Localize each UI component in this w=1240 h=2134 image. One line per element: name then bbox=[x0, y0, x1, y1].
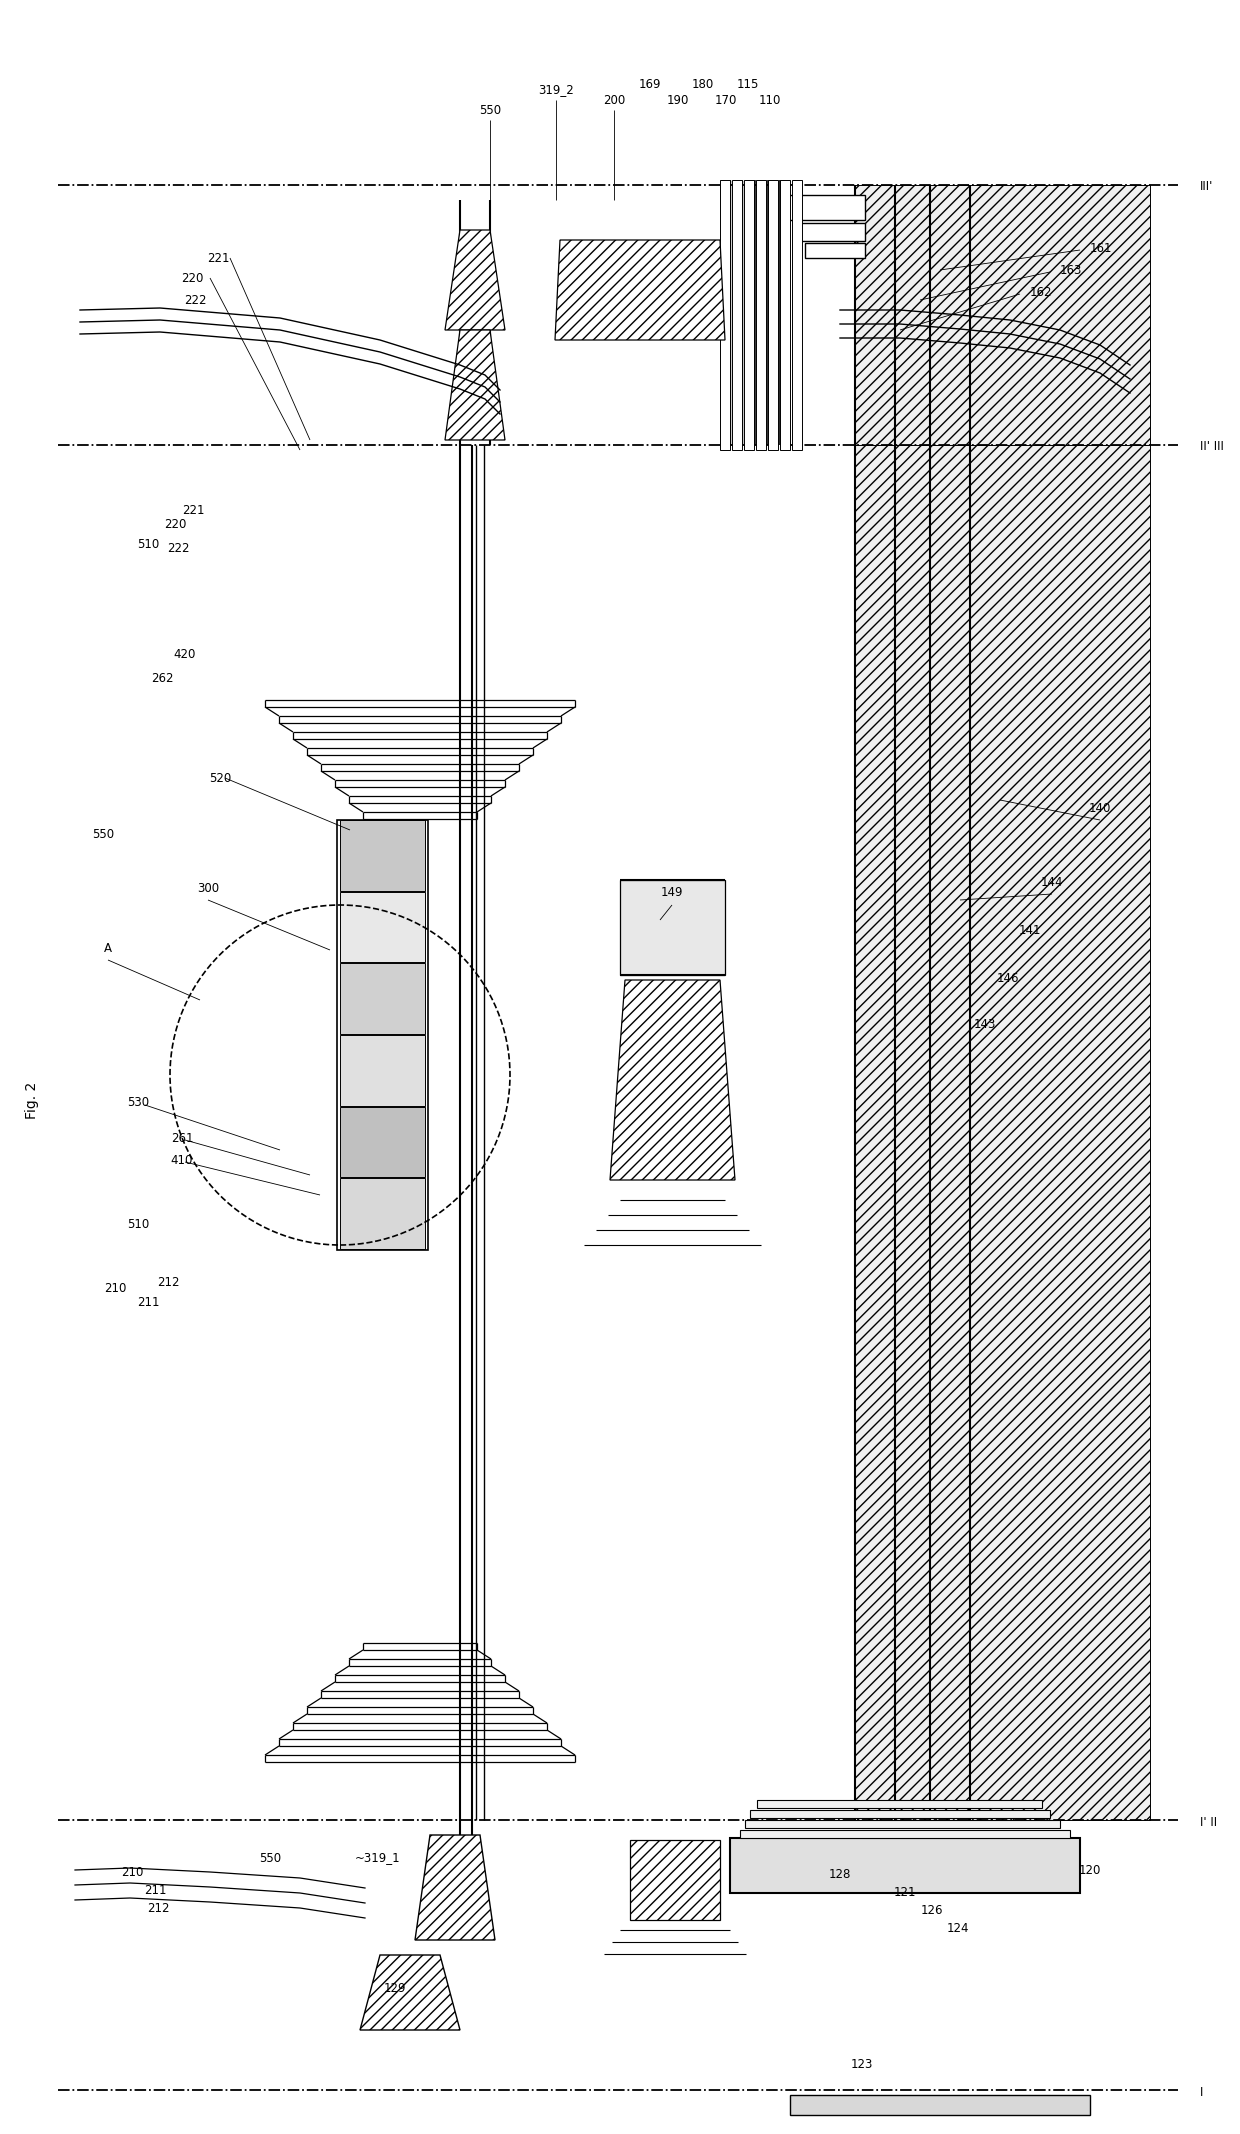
Text: 210: 210 bbox=[104, 1283, 126, 1295]
Bar bbox=[856, 186, 1149, 446]
Polygon shape bbox=[610, 980, 735, 1180]
Bar bbox=[805, 243, 866, 258]
Text: I: I bbox=[1200, 2085, 1203, 2098]
Polygon shape bbox=[445, 230, 505, 331]
Text: 162: 162 bbox=[1030, 286, 1053, 299]
Text: 262: 262 bbox=[151, 672, 174, 685]
Text: III': III' bbox=[1200, 181, 1214, 194]
Text: 123: 123 bbox=[851, 2059, 873, 2072]
Bar bbox=[856, 446, 1149, 1820]
Text: 180: 180 bbox=[692, 79, 714, 92]
Text: 212: 212 bbox=[156, 1276, 180, 1289]
Text: 550: 550 bbox=[479, 105, 501, 117]
Bar bbox=[792, 179, 802, 450]
Text: 319_2: 319_2 bbox=[538, 83, 574, 96]
Bar bbox=[768, 179, 777, 450]
Text: 126: 126 bbox=[921, 1904, 944, 1916]
Bar bbox=[756, 1799, 1042, 1807]
Text: 530: 530 bbox=[126, 1095, 149, 1108]
Text: 220: 220 bbox=[164, 519, 186, 531]
Bar bbox=[340, 1035, 425, 1105]
Text: 143: 143 bbox=[973, 1018, 996, 1031]
Polygon shape bbox=[360, 1955, 460, 2029]
Bar bbox=[795, 222, 866, 241]
Text: 510: 510 bbox=[136, 538, 159, 551]
Bar bbox=[337, 819, 428, 1251]
Text: ~319_1: ~319_1 bbox=[355, 1852, 401, 1865]
Text: 212: 212 bbox=[146, 1901, 169, 1914]
Text: 115: 115 bbox=[737, 79, 759, 92]
Bar bbox=[340, 892, 425, 962]
Bar bbox=[340, 819, 425, 890]
Bar bbox=[756, 179, 766, 450]
Text: 222: 222 bbox=[166, 542, 190, 555]
Text: 200: 200 bbox=[603, 94, 625, 107]
Text: 169: 169 bbox=[639, 79, 661, 92]
Text: 120: 120 bbox=[1079, 1863, 1101, 1876]
Text: 140: 140 bbox=[1089, 802, 1111, 815]
Polygon shape bbox=[415, 1835, 495, 1940]
Text: Fig. 2: Fig. 2 bbox=[25, 1082, 38, 1118]
Bar bbox=[785, 194, 866, 220]
Text: 221: 221 bbox=[207, 252, 229, 265]
Text: 410: 410 bbox=[171, 1154, 193, 1167]
Text: 124: 124 bbox=[947, 1921, 970, 1936]
Bar bbox=[732, 179, 742, 450]
Text: 211: 211 bbox=[144, 1884, 166, 1897]
Text: 222: 222 bbox=[184, 294, 206, 307]
Bar bbox=[780, 179, 790, 450]
Text: 220: 220 bbox=[181, 271, 203, 284]
Text: 129: 129 bbox=[383, 1982, 407, 1995]
Bar bbox=[745, 1820, 1060, 1829]
Bar bbox=[340, 1178, 425, 1248]
Text: 163: 163 bbox=[1060, 262, 1083, 277]
Text: 210: 210 bbox=[120, 1865, 143, 1878]
Bar bbox=[340, 1108, 425, 1178]
Text: 146: 146 bbox=[997, 971, 1019, 984]
Text: 211: 211 bbox=[136, 1295, 159, 1308]
Bar bbox=[620, 879, 725, 975]
Text: 141: 141 bbox=[1019, 924, 1042, 937]
Text: I' II: I' II bbox=[1200, 1816, 1218, 1829]
Text: A: A bbox=[104, 941, 112, 954]
Bar bbox=[720, 179, 730, 450]
Text: 221: 221 bbox=[182, 504, 205, 516]
Text: 128: 128 bbox=[828, 1869, 851, 1882]
Bar bbox=[744, 179, 754, 450]
Text: 149: 149 bbox=[661, 886, 683, 898]
Polygon shape bbox=[556, 239, 725, 339]
Text: 520: 520 bbox=[208, 773, 231, 785]
Text: 550: 550 bbox=[259, 1852, 281, 1865]
Text: 550: 550 bbox=[92, 828, 114, 841]
Text: 300: 300 bbox=[197, 881, 219, 894]
Text: 510: 510 bbox=[126, 1219, 149, 1231]
Text: 144: 144 bbox=[1040, 875, 1063, 888]
Text: 110: 110 bbox=[759, 94, 781, 107]
Bar bbox=[730, 1837, 1080, 1893]
Text: 190: 190 bbox=[667, 94, 689, 107]
Bar bbox=[340, 962, 425, 1035]
Text: 121: 121 bbox=[894, 1886, 916, 1899]
Polygon shape bbox=[630, 1840, 720, 1921]
Text: 261: 261 bbox=[171, 1131, 193, 1144]
Polygon shape bbox=[445, 331, 505, 440]
Text: 420: 420 bbox=[174, 649, 196, 662]
Text: 170: 170 bbox=[714, 94, 738, 107]
Text: 161: 161 bbox=[1090, 241, 1112, 254]
Bar bbox=[750, 1810, 1050, 1818]
Text: II' III: II' III bbox=[1200, 440, 1224, 455]
Bar bbox=[740, 1831, 1070, 1837]
Bar bbox=[790, 2096, 1090, 2115]
